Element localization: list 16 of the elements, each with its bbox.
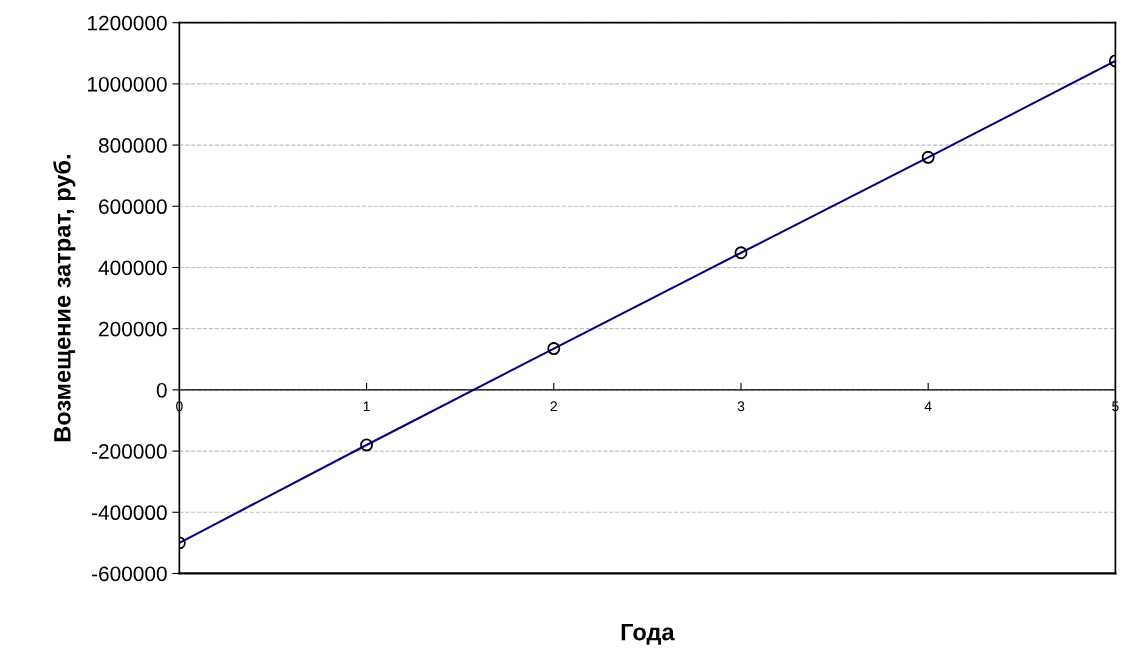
x-tick-label: 1 [363,401,370,412]
y-tick-label: -400000 [92,505,167,521]
y-tick-label: 400000 [98,260,167,276]
x-axis-title: Года [621,623,675,645]
y-tick-label: -600000 [92,566,167,582]
y-tick-label: 0 [156,382,167,398]
y-axis-title: Возмещение затрат, руб. [53,155,76,442]
y-tick-label: 1000000 [88,76,167,92]
x-tick-label: 3 [737,401,745,412]
y-tick-label: 200000 [99,321,167,337]
y-tick-label: 600000 [99,199,167,215]
x-tick-label: 2 [550,401,557,412]
y-tick-label: 800000 [98,138,167,153]
x-tick-label: 4 [924,401,932,412]
y-tick-label: 1200000 [88,15,167,31]
y-tick-label: -200000 [92,444,167,459]
